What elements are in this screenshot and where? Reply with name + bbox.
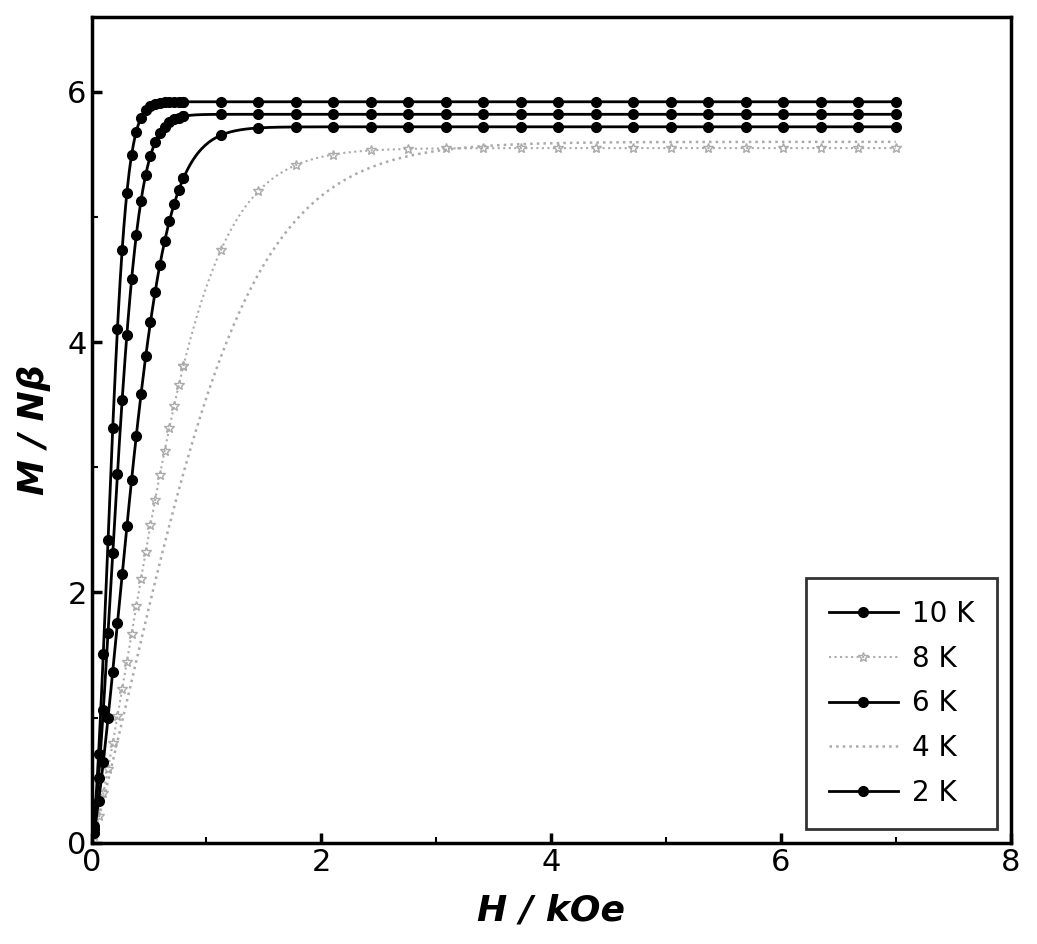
Y-axis label: M / Nβ: M / Nβ <box>17 364 51 495</box>
Legend: 10 K, 8 K, 6 K, 4 K, 2 K: 10 K, 8 K, 6 K, 4 K, 2 K <box>807 578 997 829</box>
X-axis label: H / kOe: H / kOe <box>477 893 625 927</box>
